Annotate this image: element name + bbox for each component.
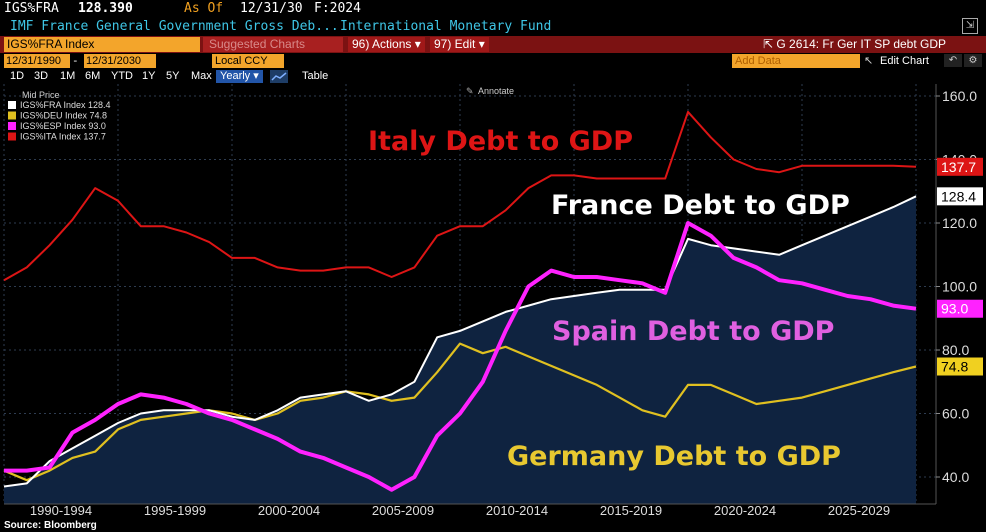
y-tick-label: 160.0: [942, 88, 977, 104]
legend-swatch: [8, 122, 16, 130]
data-source: International Monetary Fund: [340, 19, 552, 34]
legend-swatch: [8, 132, 16, 141]
range-1m[interactable]: 1M: [60, 70, 76, 82]
line-chart-icon[interactable]: [270, 70, 288, 83]
france-line: [3, 195, 917, 488]
table-button[interactable]: Table: [302, 70, 329, 82]
y-tick-label: 80.0: [942, 342, 969, 358]
toolbar: IGS%FRA Index Suggested Charts 96) Actio…: [0, 36, 986, 53]
x-tick-label: 1995-1999: [144, 503, 206, 518]
legend-title: Mid Price: [22, 90, 60, 100]
annotate-button[interactable]: ✎ Annotate: [466, 86, 514, 96]
graph-title[interactable]: ⇱ G 2614: Fr Ger IT SP debt GDP: [763, 37, 946, 52]
popout-icon[interactable]: ⇲: [962, 18, 978, 34]
add-data-input[interactable]: Add Data: [732, 54, 860, 68]
external-link-icon: ⇱: [763, 37, 777, 51]
spain-last-value: 93.0: [941, 301, 968, 317]
legend-label: IGS%ESP Index 93.0: [20, 121, 106, 131]
actions-menu[interactable]: 96) Actions ▾: [348, 37, 425, 52]
x-tick-label: 2000-2004: [258, 503, 320, 518]
legend-label: IGS%FRA Index 128.4: [20, 100, 111, 110]
index-input[interactable]: IGS%FRA Index: [4, 37, 200, 52]
y-tick-label: 100.0: [942, 279, 977, 295]
x-tick-label: 2025-2029: [828, 503, 890, 518]
range-6m[interactable]: 6M: [85, 70, 101, 82]
edit-menu[interactable]: 97) Edit ▾: [430, 37, 489, 52]
last-value-labels: 137.7 128.4 93.0 74.8: [937, 157, 983, 376]
legend-swatch: [8, 101, 16, 109]
as-of-date: 12/31/30: [240, 1, 303, 16]
range-1y[interactable]: 1Y: [142, 70, 156, 82]
italy-series-label: Italy Debt to GDP: [368, 126, 633, 157]
chart-navigate-icon[interactable]: ↖: [864, 55, 874, 67]
x-tick-label: 2005-2009: [372, 503, 434, 518]
italy-last-box: [937, 157, 983, 176]
x-tick-label: 1990-1994: [30, 503, 92, 518]
italy-line: [3, 110, 917, 282]
italy-last-value: 137.7: [941, 159, 976, 175]
range-max[interactable]: Max: [191, 70, 212, 82]
france-last-value: 128.4: [941, 188, 976, 204]
header-row: IGS%FRA 128.390 As Of 12/31/30 F:2024: [0, 0, 986, 18]
legend-label: IGS%DEU Index 74.8: [20, 111, 107, 121]
france-series-label: France Debt to GDP: [551, 190, 850, 221]
end-date-input[interactable]: 12/31/2030: [84, 54, 156, 68]
suggested-charts-button[interactable]: Suggested Charts: [203, 37, 343, 52]
fiscal-label: F:2024: [314, 1, 361, 16]
security-description: IMF France General Government Gross Deb.…: [10, 19, 339, 34]
date-separator: -: [72, 54, 79, 67]
y-tick-label: 60.0: [942, 406, 969, 422]
annotate-icon: ✎: [466, 86, 474, 96]
graph-title-text: G 2614: Fr Ger IT SP debt GDP: [776, 37, 947, 51]
germany-series-label: Germany Debt to GDP: [507, 441, 841, 472]
x-tick-label: 2020-2024: [714, 503, 776, 518]
spain-last-box: [937, 299, 983, 318]
range-row: 1D 3D 1M 6M YTD 1Y 5Y Max Yearly ▾ Table: [0, 69, 986, 84]
series-lines: [3, 110, 917, 492]
range-3d[interactable]: 3D: [34, 70, 49, 82]
ticker-symbol: IGS%FRA: [4, 1, 59, 16]
germany-line: [3, 342, 917, 482]
currency-select[interactable]: Local CCY: [212, 54, 284, 68]
last-price: 128.390: [78, 1, 133, 16]
start-date-input[interactable]: 12/31/1990: [4, 54, 70, 68]
settings-icon[interactable]: ⚙: [964, 54, 982, 67]
date-row: 12/31/1990 - 12/31/2030 Local CCY Add Da…: [0, 54, 986, 69]
x-tick-label: 2015-2019: [600, 503, 662, 518]
y-tick-label: 120.0: [942, 215, 977, 231]
range-1d[interactable]: 1D: [10, 70, 25, 82]
source-footer: Source: Bloomberg: [4, 520, 97, 531]
germany-last-box: [937, 357, 983, 376]
period-select[interactable]: Yearly ▾: [216, 70, 263, 83]
spain-line: [4, 221, 917, 492]
edit-chart-button[interactable]: Edit Chart: [880, 55, 929, 67]
spain-series-label: Spain Debt to GDP: [552, 316, 834, 347]
y-tick-label: 40.0: [942, 469, 969, 485]
germany-last-value: 74.8: [941, 359, 968, 375]
annotate-label: Annotate: [478, 86, 514, 96]
undo-icon[interactable]: ↶: [944, 54, 962, 67]
france-last-box: [937, 187, 983, 206]
france-area: [4, 196, 916, 505]
suggested-charts-label: Suggested Charts: [209, 37, 306, 51]
x-axis: 1990-1994 1995-1999 2000-2004 2005-2009 2010…: [4, 503, 936, 518]
description-row: IMF France General Government Gross Deb.…: [0, 18, 986, 36]
legend-swatch: [8, 111, 16, 120]
x-tick-label: 2010-2014: [486, 503, 548, 518]
line-chart-glyph: [271, 72, 287, 81]
range-ytd[interactable]: YTD: [111, 70, 133, 82]
range-5y[interactable]: 5Y: [166, 70, 180, 82]
legend-label: IGS%ITA Index 137.7: [20, 132, 106, 142]
as-of-label: As Of: [184, 1, 224, 16]
